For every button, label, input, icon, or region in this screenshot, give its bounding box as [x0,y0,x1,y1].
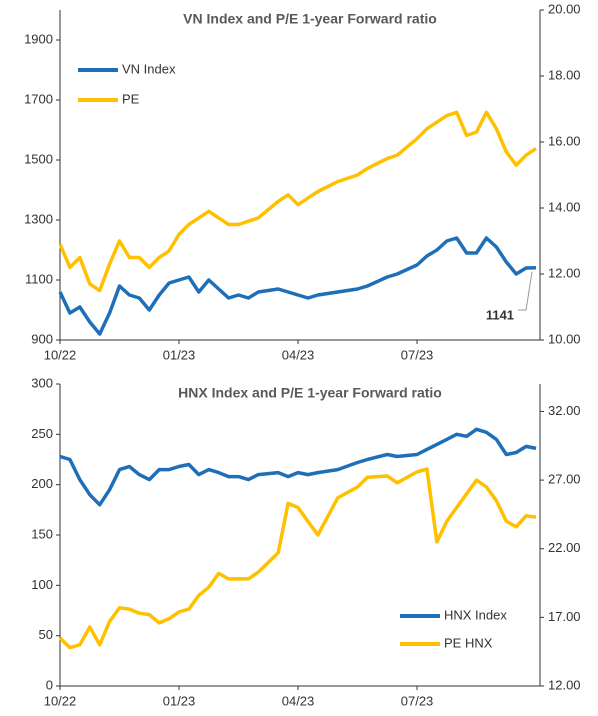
y2-tick-label: 12.00 [548,677,581,692]
y-tick-label: 300 [31,375,53,390]
y2-tick-label: 20.00 [548,1,581,16]
x-tick-label: 07/23 [401,347,434,362]
y-tick-label: 100 [31,577,53,592]
series-line [58,110,537,293]
chart-title: HNX Index and P/E 1-year Forward ratio [178,385,442,401]
x-tick-label: 04/23 [282,693,315,708]
y2-tick-label: 32.00 [548,403,581,418]
y2-tick-label: 22.00 [548,540,581,555]
y-tick-label: 1900 [24,31,53,46]
legend-label: VN Index [122,61,176,76]
y-tick-label: 50 [39,627,53,642]
annotation: 1141 [486,307,514,322]
y2-tick-label: 16.00 [548,133,581,148]
y2-tick-label: 18.00 [548,67,581,82]
annotation-leader [518,271,533,311]
x-tick-label: 07/23 [401,693,434,708]
y-tick-label: 150 [31,526,53,541]
y-tick-label: 0 [46,677,53,692]
legend-label: PE [122,91,140,106]
series-line [58,467,537,650]
y2-tick-label: 14.00 [548,199,581,214]
x-tick-label: 10/22 [44,693,77,708]
legend-label: HNX Index [444,607,507,622]
y2-tick-label: 10.00 [548,331,581,346]
y2-tick-label: 12.00 [548,265,581,280]
y-tick-label: 1300 [24,211,53,226]
y-tick-label: 250 [31,426,53,441]
chart-title: VN Index and P/E 1-year Forward ratio [183,11,437,27]
y2-tick-label: 27.00 [548,472,581,487]
y-tick-label: 200 [31,476,53,491]
x-tick-label: 01/23 [163,693,196,708]
y-tick-label: 900 [31,331,53,346]
y-tick-label: 1700 [24,91,53,106]
legend-label: PE HNX [444,635,493,650]
series-line [59,427,537,507]
x-tick-label: 01/23 [163,347,196,362]
x-tick-label: 10/22 [44,347,77,362]
series-line [58,236,537,336]
y2-tick-label: 17.00 [548,609,581,624]
x-tick-label: 04/23 [282,347,315,362]
y-tick-label: 1100 [25,271,53,286]
y-tick-label: 1500 [24,151,53,166]
